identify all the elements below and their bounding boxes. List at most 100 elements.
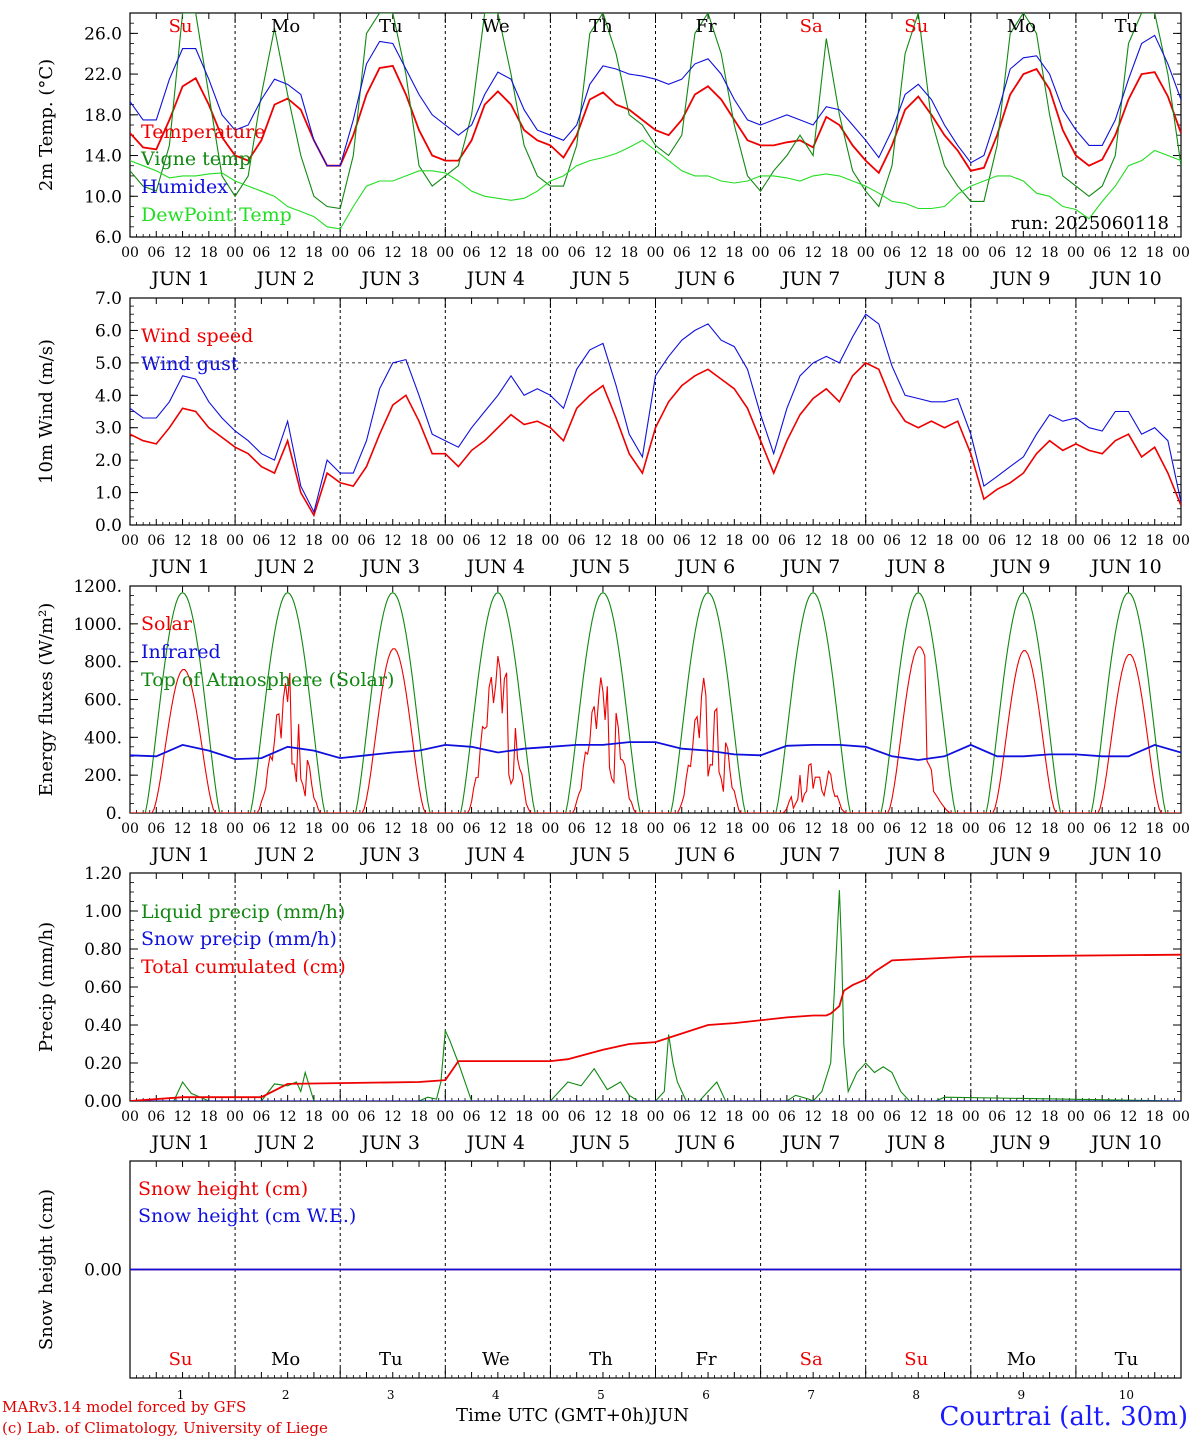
x-tick-label: 06 — [883, 1109, 901, 1125]
day-number-label: 7 — [807, 1388, 815, 1400]
date-label: JUN 2 — [254, 1132, 314, 1154]
x-tick-label: 06 — [147, 821, 165, 837]
date-label: JUN 5 — [570, 844, 630, 866]
x-tick-label: 12 — [384, 1109, 402, 1125]
y-tick-label: 18.0 — [84, 106, 122, 126]
date-label: JUN 6 — [675, 1132, 735, 1154]
x-tick-label: 00 — [962, 533, 980, 549]
x-tick-label: 12 — [1120, 1109, 1138, 1125]
x-tick-label: 18 — [831, 1109, 849, 1125]
x-tick-label: 12 — [1014, 533, 1032, 549]
station-title: Courtrai (alt. 30m) — [939, 1402, 1189, 1432]
series-line-wind-speed — [130, 361, 1181, 518]
legend-entry: DewPoint Temp — [141, 204, 292, 226]
legend-entry: Vigne temp — [140, 148, 251, 170]
series-line-humidex — [130, 34, 1181, 167]
y-tick-label: 0.80 — [84, 940, 122, 960]
x-tick-label: 00 — [752, 821, 770, 837]
x-tick-label: 12 — [279, 821, 297, 837]
date-label: JUN 9 — [990, 268, 1050, 290]
y-axis-label: 2m Temp. (°C) — [36, 59, 57, 191]
x-tick-label: 12 — [699, 821, 717, 837]
x-tick-label: 00 — [647, 533, 665, 549]
y-tick-label: 6.0 — [95, 228, 122, 248]
legend-entry: Infrared — [141, 641, 221, 663]
x-tick-label: 18 — [1146, 821, 1164, 837]
day-number-label: 6 — [702, 1388, 710, 1400]
x-tick-label: 06 — [883, 245, 901, 261]
y-tick-label: 3.0 — [95, 419, 122, 439]
x-tick-label: 12 — [594, 245, 612, 261]
legend-entry: Wind gust — [141, 353, 239, 375]
weekday-label: Su — [169, 1349, 193, 1370]
x-tick-label: 00 — [647, 245, 665, 261]
x-tick-label: 12 — [384, 245, 402, 261]
x-tick-label: 18 — [515, 533, 533, 549]
series-line-top-of-atmosphere-solar — [130, 591, 1181, 813]
x-tick-label: 12 — [1120, 821, 1138, 837]
weekday-label: Tu — [379, 16, 403, 37]
x-tick-label: 00 — [541, 1109, 559, 1125]
x-tick-label: 00 — [647, 821, 665, 837]
y-axis-label: 10m Wind (m/s) — [36, 339, 57, 484]
x-tick-label: 06 — [778, 533, 796, 549]
x-tick-label: 06 — [463, 821, 481, 837]
x-tick-label: 12 — [174, 245, 192, 261]
x-tick-label: 06 — [1093, 1109, 1111, 1125]
weekday-label: Th — [589, 16, 613, 37]
x-tick-label: 12 — [909, 1109, 927, 1125]
x-tick-label: 00 — [121, 533, 139, 549]
y-tick-label: 2.0 — [95, 451, 122, 471]
date-label: JUN 6 — [675, 556, 735, 578]
x-axis-title-text: Time UTC (GMT+0h) — [456, 1405, 651, 1426]
x-tick-label: 12 — [594, 1109, 612, 1125]
legend-entry: Snow height (cm) — [138, 1178, 308, 1200]
day-number-label: 1 — [177, 1388, 185, 1400]
run-label: run: 2025060118 — [1011, 213, 1169, 234]
y-tick-label: 26.0 — [84, 24, 122, 44]
legend-entry: Wind speed — [141, 325, 253, 347]
day-number-label: 10 — [1119, 1388, 1134, 1400]
x-tick-label: 06 — [463, 245, 481, 261]
x-tick-label: 12 — [699, 245, 717, 261]
x-tick-label: 00 — [752, 245, 770, 261]
x-tick-label: 18 — [725, 245, 743, 261]
weekday-label: Fr — [696, 16, 717, 37]
day-number-label: 3 — [387, 1388, 395, 1400]
day-number-label: 4 — [492, 1388, 500, 1400]
x-tick-label: 00 — [121, 245, 139, 261]
x-tick-label: 18 — [620, 821, 638, 837]
series-line-liquid-precip-mm-h — [130, 890, 1181, 1101]
y-axis-label: Precip (mm/h) — [36, 922, 57, 1052]
day-number-label: 8 — [912, 1388, 920, 1400]
x-tick-label: 12 — [279, 533, 297, 549]
x-tick-label: 06 — [988, 533, 1006, 549]
series-line-wind-gust — [130, 313, 1181, 514]
credit-model: MARv3.14 model forced by GFS — [2, 1398, 247, 1416]
x-tick-label: 12 — [909, 821, 927, 837]
x-tick-label: 06 — [1093, 245, 1111, 261]
x-tick-label: 00 — [121, 821, 139, 837]
x-tick-label: 12 — [489, 821, 507, 837]
x-tick-label: 12 — [1120, 533, 1138, 549]
weekday-label: Su — [169, 16, 193, 37]
weekday-label: Su — [904, 16, 928, 37]
legend-entry: Snow height (cm W.E.) — [138, 1205, 356, 1227]
legend-entry: Temperature — [141, 121, 265, 143]
x-tick-label: 18 — [200, 821, 218, 837]
date-label: JUN 3 — [360, 556, 420, 578]
x-tick-label: 06 — [673, 1109, 691, 1125]
legend-entry: Snow precip (mm/h) — [141, 928, 337, 950]
date-label: JUN 10 — [1089, 844, 1161, 866]
x-tick-label: 06 — [252, 1109, 270, 1125]
x-tick-label: 18 — [620, 1109, 638, 1125]
x-tick-label: 00 — [1067, 245, 1085, 261]
y-tick-label: 0.20 — [84, 1054, 122, 1074]
series-line-temperature — [130, 64, 1181, 175]
date-label: JUN 2 — [254, 268, 314, 290]
date-label: JUN 8 — [885, 1132, 945, 1154]
x-tick-label: 00 — [962, 245, 980, 261]
series-line-dewpoint-temp — [130, 139, 1181, 230]
x-tick-label: 18 — [200, 245, 218, 261]
series-line-infrared — [130, 741, 1181, 761]
